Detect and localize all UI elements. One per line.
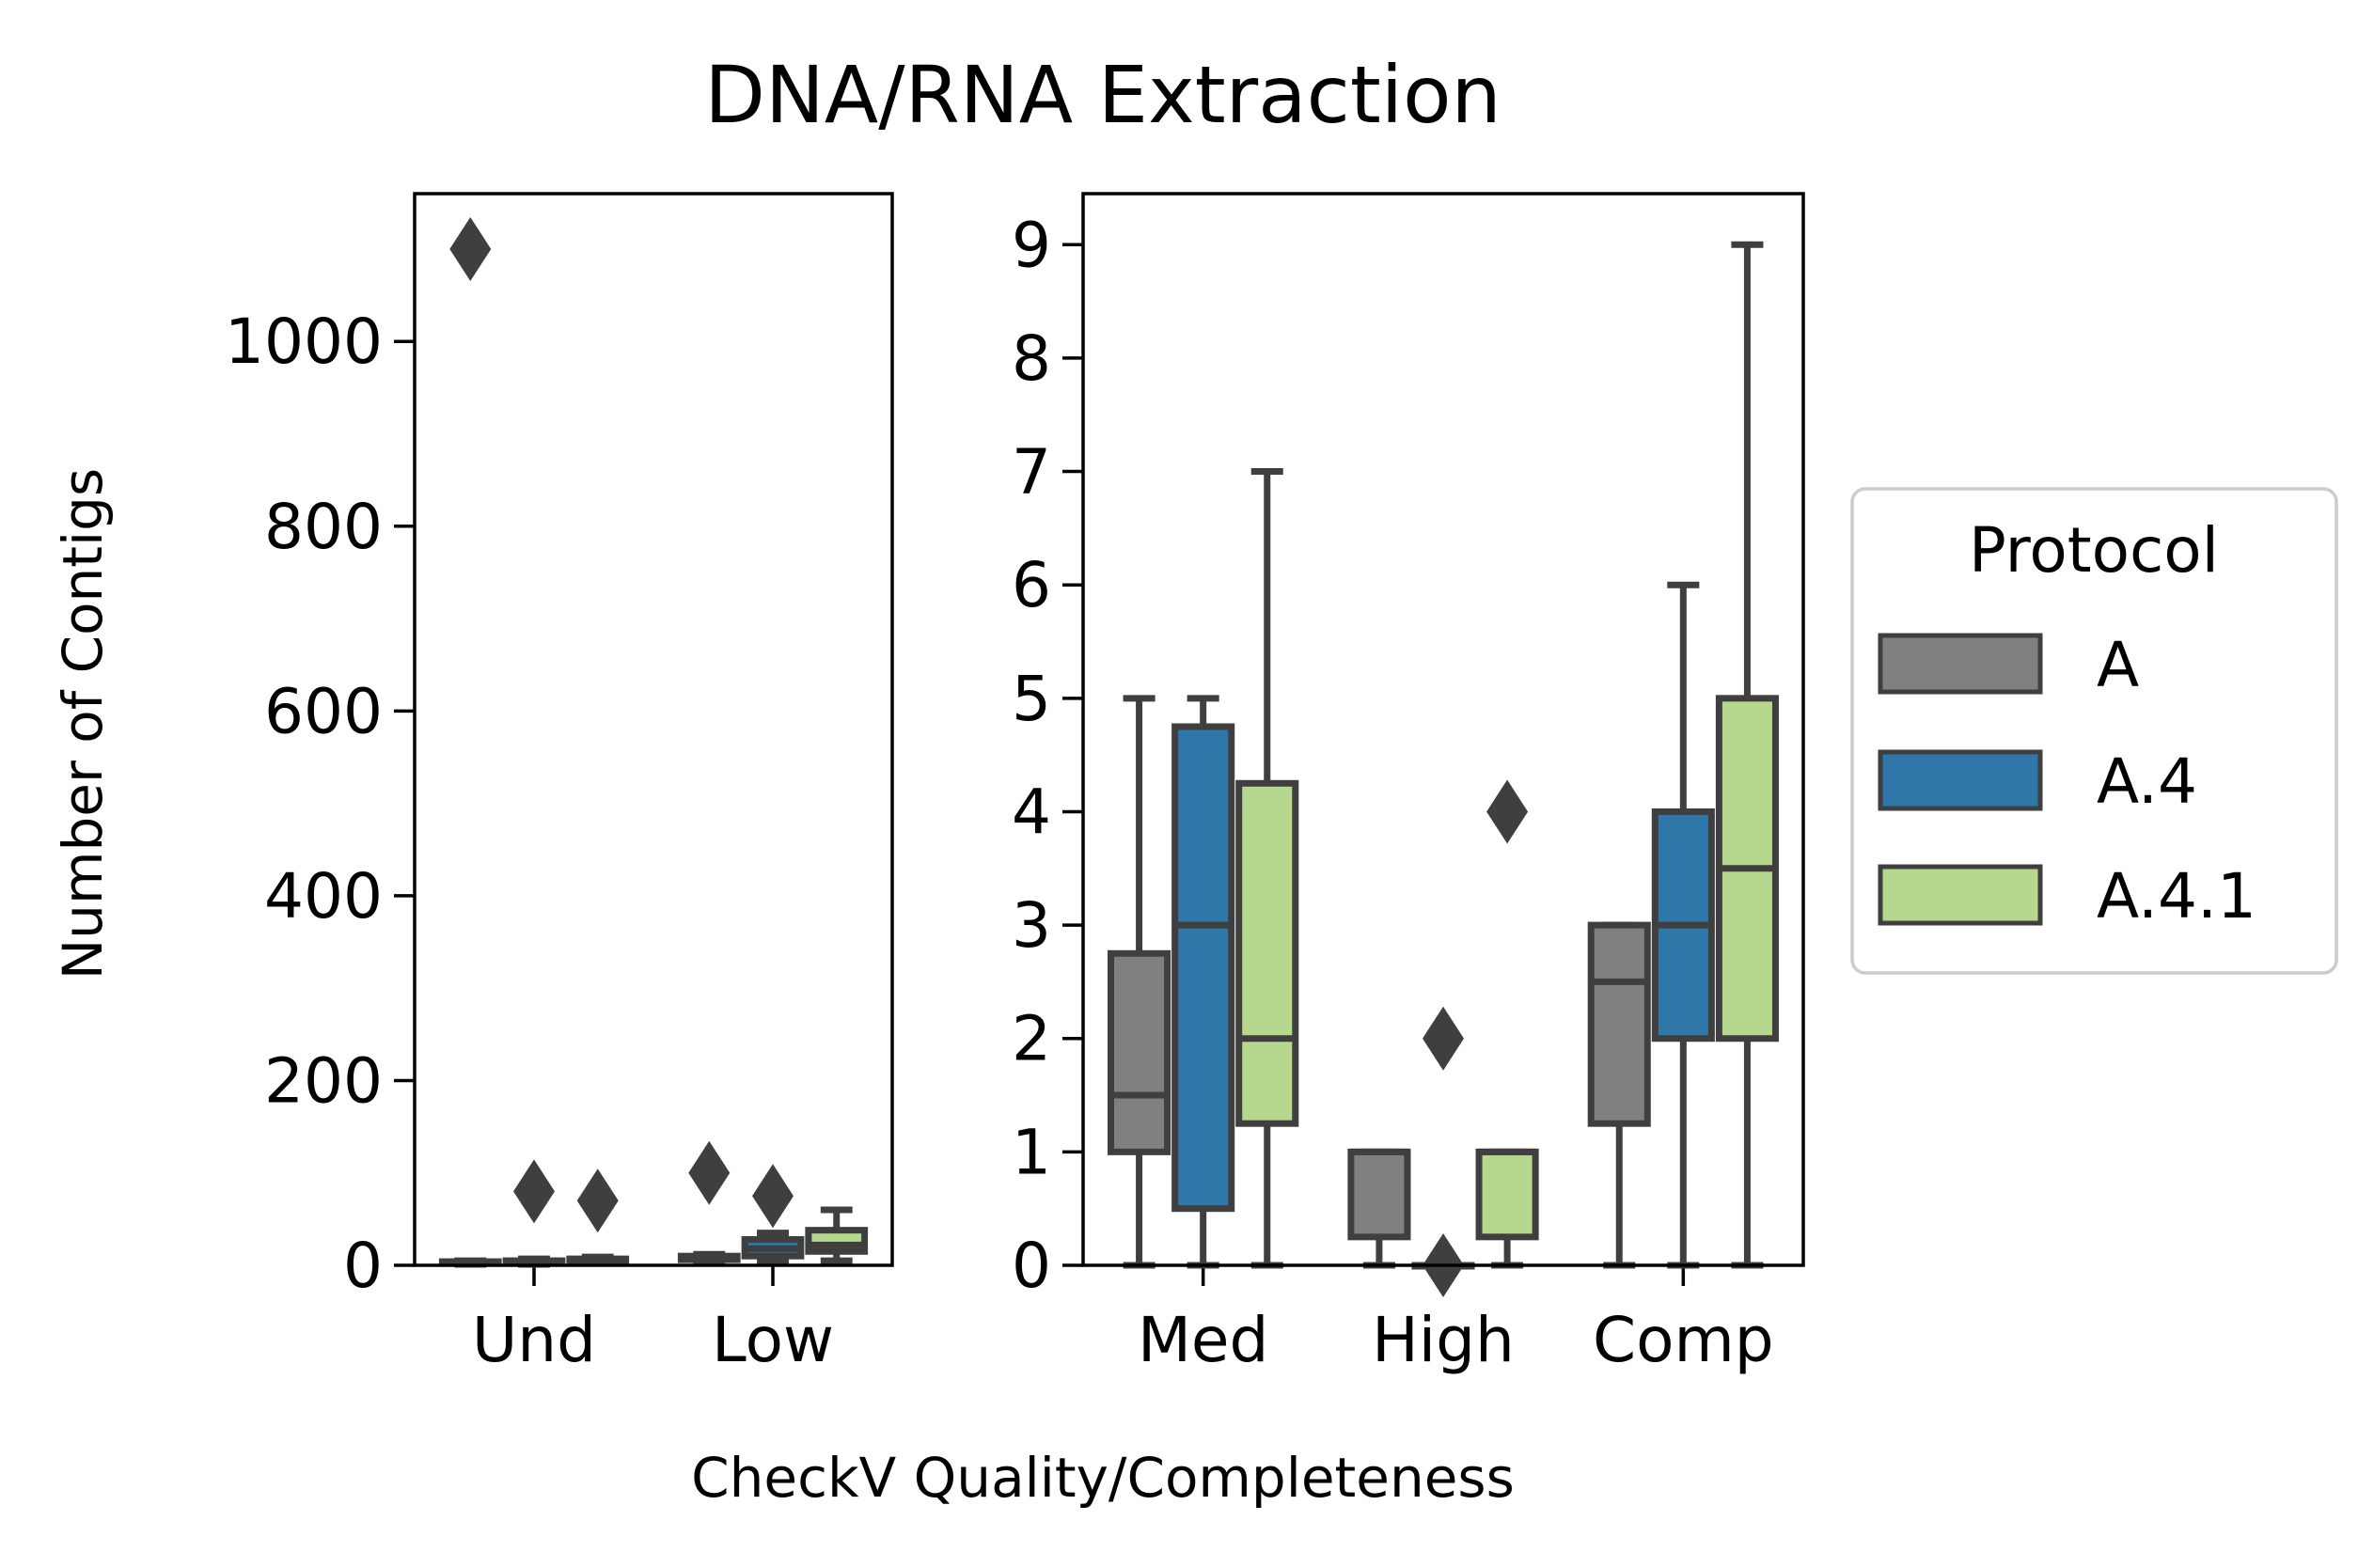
box-plot-A.4-High: [1411, 1006, 1475, 1297]
right-panel: 0 1 2 3 4 5 6 7 8 9 Med High Comp: [1012, 192, 1805, 1376]
box-plot-A-Und: [438, 216, 502, 1268]
legend-entry: A.4: [1878, 745, 2197, 818]
y-tick-label: 5: [1012, 663, 1051, 735]
outlier-point: [688, 1140, 731, 1205]
legend-swatch: [1878, 749, 2043, 811]
y-tick-label: 4: [1012, 776, 1051, 848]
x-tick-label: Med: [1138, 1304, 1268, 1376]
box-body: [1587, 921, 1651, 1127]
box-plot-A.4.1-Low: [805, 1206, 869, 1264]
box-body: [1171, 723, 1235, 1213]
y-tick-label: 1: [1012, 1116, 1051, 1188]
legend-entry: A: [1878, 629, 2139, 701]
y-tick-label: 800: [264, 491, 383, 563]
legend-label: A.4.1: [2097, 860, 2256, 933]
box-plot-A.4.1-Comp: [1715, 241, 1779, 1269]
box-plot-A.4-Low: [741, 1164, 805, 1264]
chart-title: DNA/RNA Extraction: [704, 49, 1501, 141]
y-tick-label: 9: [1012, 209, 1051, 281]
box-plot-A.4-Med: [1171, 695, 1235, 1269]
x-tick-label: Und: [472, 1304, 596, 1376]
legend-frame: [1850, 487, 2338, 975]
box-plot-A.4-Und: [502, 1159, 566, 1268]
y-tick-label: 0: [343, 1230, 383, 1302]
box-plot-A-Comp: [1587, 921, 1651, 1269]
box-plot-A.4.1-High: [1475, 779, 1539, 1269]
y-tick-label: 2: [1012, 1003, 1051, 1075]
axes-frame: [413, 192, 894, 1267]
outlier-point: [513, 1159, 555, 1224]
x-axis-label: CheckV Quality/Completeness: [691, 1446, 1515, 1510]
y-tick-label: 600: [264, 675, 383, 747]
box-plot-A.4-Comp: [1651, 581, 1715, 1269]
outlier-point: [1486, 779, 1529, 844]
y-tick-label: 7: [1012, 436, 1051, 509]
x-tick-label: Comp: [1593, 1304, 1774, 1376]
legend-swatch: [1878, 633, 2043, 695]
legend: Protocol A A.4 A.4.1: [1850, 487, 2338, 975]
box-plot-A-Low: [677, 1140, 741, 1265]
outlier-point: [576, 1168, 619, 1233]
legend-label: A: [2097, 629, 2139, 701]
box-plot-A-Med: [1108, 695, 1171, 1269]
axes-frame: [1081, 192, 1805, 1267]
x-tick-label: High: [1372, 1304, 1515, 1376]
box-body: [1108, 949, 1171, 1155]
outlier-point: [752, 1164, 794, 1229]
box-body: [1347, 1148, 1411, 1241]
box-plot-A-High: [1347, 1148, 1411, 1269]
y-tick-label: 200: [264, 1044, 383, 1117]
box-plot-A.4.1-Med: [1235, 468, 1299, 1269]
y-tick-label: 1000: [225, 306, 383, 378]
y-tick-label: 6: [1012, 549, 1051, 621]
legend-entry: A.4.1: [1878, 860, 2256, 933]
left-panel: 0 200 400 600 800 1000 Und Low: [225, 192, 894, 1376]
y-tick-label: 0: [1012, 1230, 1051, 1302]
legend-label: A.4: [2097, 745, 2197, 818]
legend-swatch: [1878, 864, 2043, 926]
outlier-point: [1423, 1006, 1464, 1071]
box-body: [1235, 779, 1299, 1127]
legend-title: Protocol: [1969, 514, 2219, 587]
y-axis-label: Number of Contigs: [51, 468, 115, 980]
outlier-point: [449, 216, 492, 281]
x-tick-label: Low: [712, 1304, 834, 1376]
y-tick-label: 400: [264, 860, 383, 933]
box-plot-A.4.1-Und: [566, 1168, 630, 1267]
y-tick-label: 3: [1012, 889, 1051, 962]
box-body: [1475, 1148, 1539, 1241]
y-tick-label: 8: [1012, 322, 1051, 395]
